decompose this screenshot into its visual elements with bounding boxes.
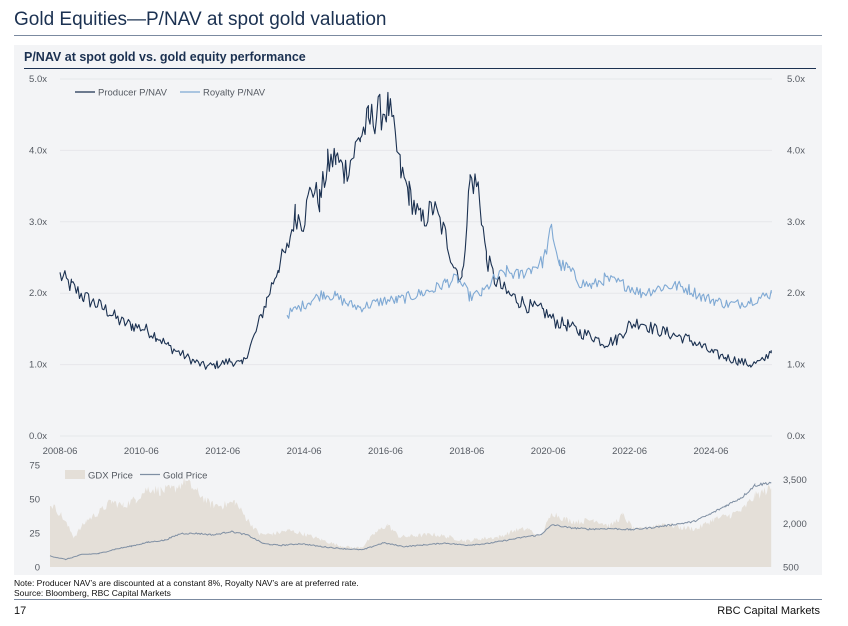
top-x-tick-label: 2012-06 [205, 446, 240, 457]
top-x-tick-label: 2008-06 [43, 446, 78, 457]
top-x-tick-label: 2020-06 [531, 446, 566, 457]
footnote: Note: Producer NAV’s are discounted at a… [14, 578, 359, 588]
bottom-right-y-tick-label: 2,000 [783, 519, 807, 530]
gold-price-line [49, 481, 772, 561]
bottom-legend: GDX Price Gold Price [65, 470, 207, 482]
top-x-tick-label: 2024-06 [694, 446, 729, 457]
top-left-y-tick-label: 2.0x [29, 288, 47, 299]
producer-pnav-line [59, 91, 772, 370]
royalty-pnav-line [286, 223, 772, 319]
top-x-tick-label: 2018-06 [449, 446, 484, 457]
bottom-left-y-tick-label: 0 [35, 563, 40, 574]
top-right-y-tick-label: 1.0x [787, 360, 805, 371]
top-series-lines [59, 91, 772, 370]
bottom-left-y-tick-label: 50 [29, 495, 40, 506]
legend-producer-label: Producer P/NAV [98, 88, 168, 99]
top-left-y-tick-label: 0.0x [29, 431, 47, 442]
legend-gold-label: Gold Price [163, 471, 207, 482]
source-line: Source: Bloomberg, RBC Capital Markets [14, 588, 171, 598]
top-gridlines [60, 78, 772, 437]
top-right-y-tick-label: 4.0x [787, 145, 805, 156]
bottom-right-y-ticks: 500 2,000 3,500 [783, 475, 807, 573]
chart-panel [14, 45, 822, 575]
footer-divider [14, 599, 822, 600]
legend-royalty-label: Royalty P/NAV [203, 88, 266, 99]
top-right-y-tick-label: 5.0x [787, 74, 805, 85]
top-x-tick-label: 2010-06 [124, 446, 159, 457]
brand-name: RBC Capital Markets [717, 605, 820, 617]
top-x-tick-label: 2014-06 [287, 446, 322, 457]
bottom-left-y-ticks: 0 25 50 75 [29, 461, 40, 574]
top-left-y-tick-label: 1.0x [29, 360, 47, 371]
title-divider [14, 35, 822, 36]
top-left-y-ticks: 0.0x 1.0x 2.0x 3.0x 4.0x 5.0x [29, 74, 47, 442]
legend-gdx-swatch [65, 470, 85, 479]
page-title: Gold Equities—P/NAV at spot gold valuati… [14, 9, 387, 30]
top-right-y-ticks: 0.0x 1.0x 2.0x 3.0x 4.0x 5.0x [787, 74, 805, 442]
bottom-right-y-tick-label: 500 [783, 563, 799, 574]
top-left-y-tick-label: 4.0x [29, 145, 47, 156]
top-left-y-tick-label: 3.0x [29, 217, 47, 228]
chart-title-divider [24, 68, 816, 69]
top-legend: Producer P/NAV Royalty P/NAV [75, 88, 266, 99]
bottom-left-y-tick-label: 75 [29, 461, 40, 472]
page-number: 17 [14, 605, 27, 617]
bottom-series [49, 476, 772, 567]
top-left-y-tick-label: 5.0x [29, 74, 47, 85]
top-x-tick-label: 2022-06 [612, 446, 647, 457]
gdx-price-area [50, 476, 772, 567]
top-x-ticks: 2008-06 2010-06 2012-06 2014-06 2016-06 2018-… [43, 446, 729, 457]
top-x-tick-label: 2016-06 [368, 446, 403, 457]
top-right-y-tick-label: 2.0x [787, 288, 805, 299]
chart-title: P/NAV at spot gold vs. gold equity perfo… [24, 50, 306, 64]
top-right-y-tick-label: 3.0x [787, 217, 805, 228]
legend-gdx-label: GDX Price [88, 471, 133, 482]
bottom-left-y-tick-label: 25 [29, 529, 40, 540]
bottom-right-y-tick-label: 3,500 [783, 475, 807, 486]
top-right-y-tick-label: 0.0x [787, 431, 805, 442]
